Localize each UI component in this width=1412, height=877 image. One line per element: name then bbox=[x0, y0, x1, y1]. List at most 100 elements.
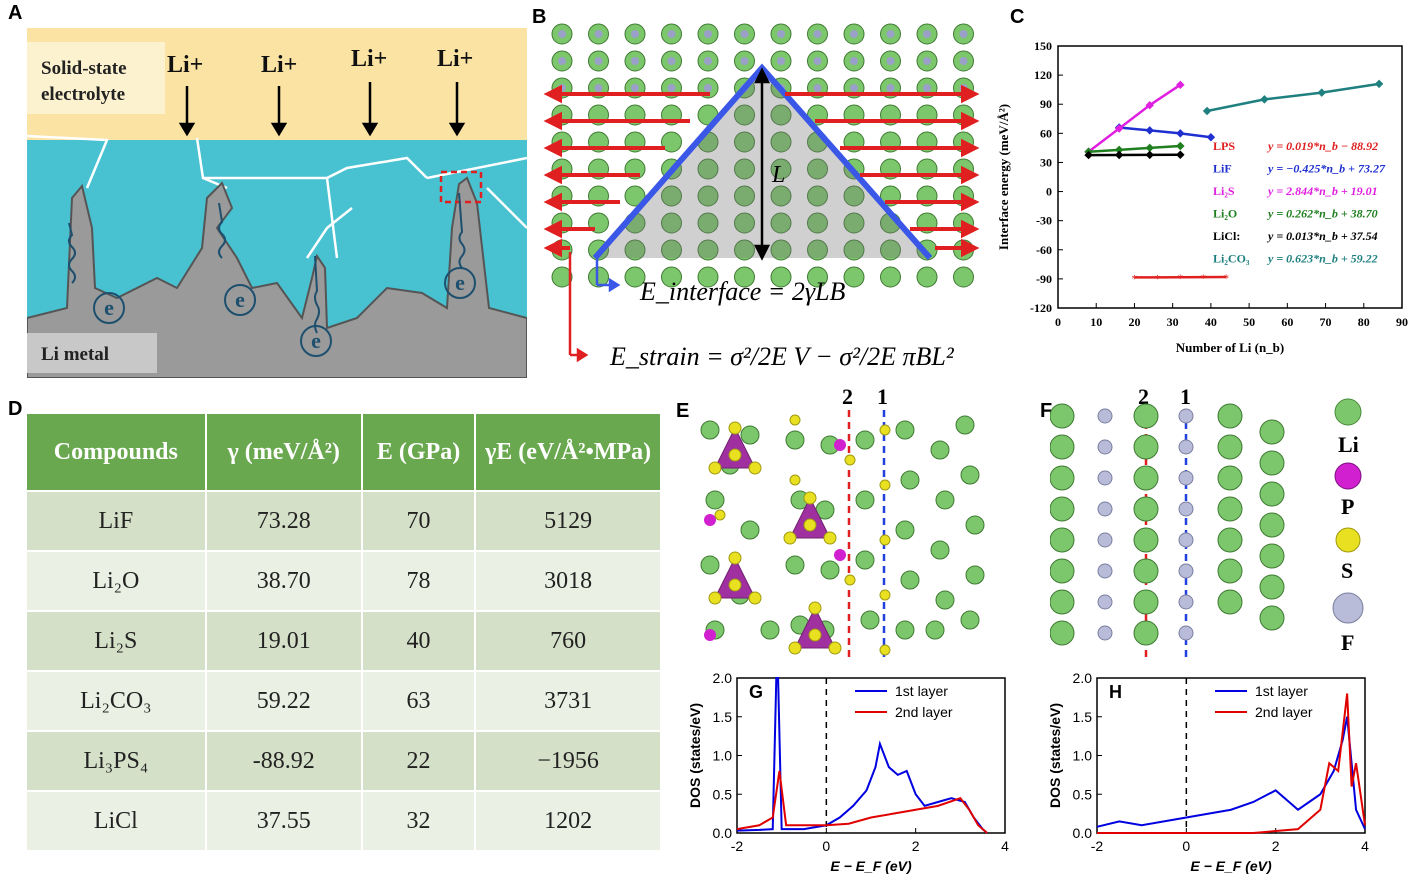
dos-y-tick-label: 1.0 bbox=[1073, 748, 1093, 764]
c-legend-name: Li₂O bbox=[1213, 207, 1237, 221]
e-li-atom bbox=[785, 555, 805, 575]
li-ion-1: Li+ bbox=[167, 52, 203, 78]
b-strain-arrowhead-right bbox=[961, 84, 980, 104]
panel-letter-f: F bbox=[1040, 400, 1053, 422]
f-f-atom bbox=[1178, 501, 1194, 517]
b-atom bbox=[770, 131, 792, 153]
b-atom-core bbox=[959, 57, 968, 65]
table-row: Li₃PS₄ -88.92 22 −1956 bbox=[27, 730, 660, 791]
b-atom bbox=[770, 239, 792, 261]
e-li-atom bbox=[930, 440, 950, 460]
dos-legend-label: 2nd layer bbox=[1255, 704, 1313, 720]
c-data-point: * bbox=[1131, 271, 1137, 285]
c-x-tick-label: 20 bbox=[1128, 315, 1140, 329]
b-atom bbox=[880, 239, 901, 261]
legend-p: P bbox=[1341, 494, 1354, 519]
electrolyte-label-1: Solid-state bbox=[41, 58, 127, 79]
b-atom bbox=[843, 212, 865, 234]
li-ion-4: Li+ bbox=[437, 46, 473, 72]
b-atom bbox=[734, 239, 755, 261]
f-li-atom bbox=[1050, 403, 1075, 429]
b-strain-arrowhead-left bbox=[543, 84, 562, 104]
c-legend-fit: y = 0.013*n_b + 37.54 bbox=[1266, 229, 1378, 243]
b-atom-core bbox=[886, 30, 895, 38]
table-row: Li₂O 38.70 78 3018 bbox=[27, 550, 660, 611]
e-s-atom bbox=[879, 644, 891, 656]
c-x-tick-label: 0 bbox=[1055, 315, 1061, 329]
b-atom bbox=[770, 212, 792, 234]
e-li-atom bbox=[955, 415, 975, 435]
f-li-atom bbox=[1217, 496, 1243, 522]
b-atom-core bbox=[667, 57, 676, 65]
c-legend-fit: y = 0.262*n_b + 38.70 bbox=[1266, 207, 1378, 221]
dos-x-tick-label: 2 bbox=[1272, 838, 1280, 854]
b-atom bbox=[661, 239, 682, 261]
table-cell: 70 bbox=[361, 490, 477, 551]
f-f-atom bbox=[1178, 594, 1194, 610]
e-s-atom bbox=[879, 424, 891, 436]
electron-3: e bbox=[311, 328, 321, 353]
e-li-atom bbox=[760, 620, 780, 640]
e-li-atom bbox=[965, 515, 985, 535]
b-atom bbox=[770, 158, 792, 180]
e-p-atom bbox=[704, 629, 716, 641]
e-s-atom bbox=[728, 551, 742, 565]
b-strain-arrowhead-right bbox=[961, 165, 980, 185]
legend-li-atom bbox=[1334, 398, 1362, 426]
c-legend-name: Li₂S bbox=[1213, 184, 1235, 198]
e-plane-label-1: 1 bbox=[877, 384, 888, 409]
dos-y-tick-label: 2.0 bbox=[713, 670, 733, 686]
e-s-atom bbox=[714, 509, 726, 521]
b-atom-core bbox=[886, 57, 895, 65]
c-legend-fit: y = 0.623*n_b + 59.22 bbox=[1266, 252, 1378, 266]
e-ps4-tetrahedron bbox=[789, 496, 831, 539]
f-li-atom bbox=[1050, 589, 1075, 615]
table-cell: 73.28 bbox=[205, 490, 363, 551]
table-cell: 3731 bbox=[475, 670, 660, 731]
b-strain-arrowhead-left bbox=[543, 219, 562, 239]
f-li-atom bbox=[1217, 403, 1243, 429]
e-plane-label-2: 2 bbox=[842, 384, 853, 409]
f-li-atom bbox=[1050, 620, 1075, 646]
b-atom-core bbox=[704, 30, 712, 38]
e-ps4-tetrahedron bbox=[714, 556, 756, 599]
e-li-atom bbox=[700, 420, 720, 440]
c-legend-fit: y = 0.019*n_b − 88.92 bbox=[1266, 139, 1378, 153]
table-header-modulus: E (GPa) bbox=[361, 414, 477, 491]
table-cell: -88.92 bbox=[205, 730, 363, 791]
e-s-atom bbox=[879, 589, 891, 601]
table-row: LiCl 37.55 32 1202 bbox=[27, 790, 660, 850]
panel-e-structure: 2 1 bbox=[700, 384, 985, 660]
e-p-atom bbox=[834, 439, 846, 451]
b-atom bbox=[734, 158, 755, 180]
f-li-atom bbox=[1259, 419, 1285, 445]
b-atom-core bbox=[886, 84, 895, 92]
b-atom-core bbox=[777, 57, 785, 65]
b-atom bbox=[661, 212, 682, 234]
f-li-atom bbox=[1050, 527, 1075, 553]
table-row: Li₂S 19.01 40 760 bbox=[27, 610, 660, 671]
table-row: Li₂CO₃ 59.22 63 3731 bbox=[27, 670, 660, 731]
c-y-tick-label: 150 bbox=[1034, 39, 1052, 53]
b-atom bbox=[697, 266, 719, 288]
table-cell: 63 bbox=[361, 670, 477, 731]
dos-x-axis-label: E − E_F (eV) bbox=[1190, 858, 1272, 874]
b-atom-core bbox=[813, 30, 822, 38]
f-li-atom bbox=[1133, 465, 1159, 491]
panel-letter-b: B bbox=[532, 6, 547, 28]
e-li-atom bbox=[740, 425, 760, 445]
e-s-atom bbox=[748, 461, 762, 475]
f-li-atom bbox=[1259, 605, 1285, 631]
table-header-gamma: γ (meV/Å²) bbox=[205, 414, 363, 491]
dos-y-tick-label: 1.0 bbox=[713, 748, 733, 764]
e-li-atom bbox=[895, 420, 915, 440]
b-atom bbox=[770, 185, 792, 207]
b-atom bbox=[734, 131, 755, 153]
f-li-atom bbox=[1133, 620, 1159, 646]
b-atom bbox=[661, 131, 682, 153]
dos-legend-label: 1st layer bbox=[895, 683, 948, 699]
c-data-point bbox=[1145, 100, 1154, 110]
b-strain-arrowhead-right bbox=[961, 192, 980, 212]
b-atom-core bbox=[850, 30, 858, 38]
table-cell: LiF bbox=[27, 490, 207, 551]
